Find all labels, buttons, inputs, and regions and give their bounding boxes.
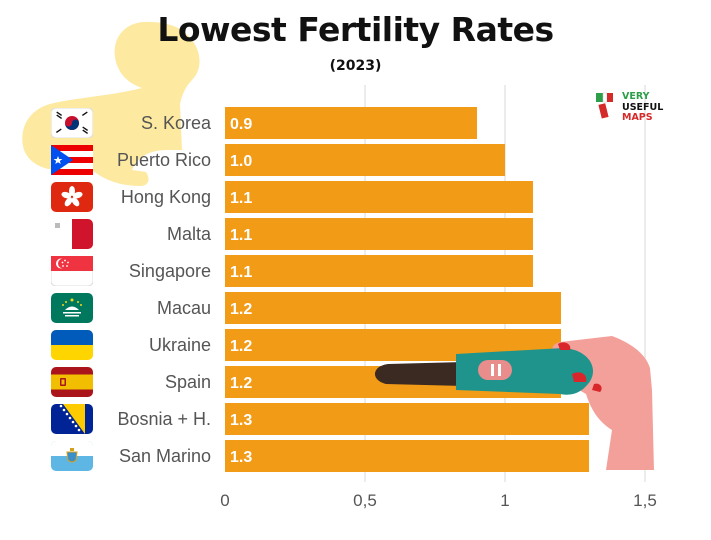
puerto-rico-flag-icon xyxy=(51,145,93,175)
brand-wordmark: VERY USEFUL MAPS xyxy=(622,91,664,124)
bar xyxy=(225,440,589,472)
bar-value-label: 1.1 xyxy=(230,264,252,281)
bar xyxy=(225,218,533,250)
bar-value-label: 1.3 xyxy=(230,412,252,429)
category-label: Malta xyxy=(167,224,212,244)
brand-logo-icon xyxy=(596,92,613,119)
bar-value-label: 1.1 xyxy=(230,190,252,207)
category-label: Hong Kong xyxy=(121,187,211,207)
bar xyxy=(225,181,533,213)
nail-icon xyxy=(558,342,571,350)
bar-value-label: 1.0 xyxy=(230,153,252,170)
nail-icon xyxy=(572,372,587,382)
bar xyxy=(225,107,477,139)
macau-flag-icon xyxy=(51,293,93,323)
x-tick-label: 1 xyxy=(500,491,509,510)
bar-value-label: 1.3 xyxy=(230,449,252,466)
bar xyxy=(225,144,505,176)
test-window-icon xyxy=(478,360,512,380)
bosnia-flag-icon xyxy=(51,404,93,434)
singapore-flag-icon xyxy=(50,255,94,287)
x-tick-label: 0,5 xyxy=(353,491,377,510)
category-label: Ukraine xyxy=(149,335,211,355)
baby-silhouette-icon xyxy=(22,21,200,187)
x-tick-label: 1,5 xyxy=(633,491,657,510)
test-handle-icon xyxy=(374,362,464,386)
bar-value-label: 0.9 xyxy=(230,116,252,133)
bar-value-label: 1.1 xyxy=(230,227,252,244)
san-marino-flag-icon xyxy=(51,441,93,471)
x-tick-label: 0 xyxy=(220,491,229,510)
bar-value-label: 1.2 xyxy=(230,338,252,355)
bar xyxy=(225,255,533,287)
spain-flag-icon xyxy=(51,367,93,397)
category-labels: S. Korea Puerto Rico Hong Kong Malta Singapo… xyxy=(117,113,212,466)
ukraine-flag-icon xyxy=(51,330,93,360)
category-label: Singapore xyxy=(129,261,211,281)
bar-value-label: 1.2 xyxy=(230,301,252,318)
test-line-icon xyxy=(491,364,494,376)
nail-icon xyxy=(592,383,602,392)
brand-line-maps: MAPS xyxy=(622,112,653,123)
page-title: Lowest Fertility Rates xyxy=(157,10,554,49)
bar xyxy=(225,292,561,324)
page-subtitle: (2023) xyxy=(329,58,382,74)
category-label: Bosnia + H. xyxy=(117,409,211,429)
brand-line-very: VERY xyxy=(622,91,650,102)
category-label: San Marino xyxy=(119,446,211,466)
category-label: Spain xyxy=(165,372,211,392)
category-label: Puerto Rico xyxy=(117,150,211,170)
bar-value-label: 1.2 xyxy=(230,375,252,392)
value-labels: 0.9 1.0 1.1 1.1 1.1 1.2 1.2 1.2 1.3 1.3 xyxy=(230,116,252,466)
brand-line-useful: USEFUL xyxy=(622,101,664,113)
south-korea-flag-icon xyxy=(50,107,94,139)
bars xyxy=(225,107,589,472)
category-label: Macau xyxy=(157,298,211,318)
x-axis-ticks: 0 0,5 1 1,5 xyxy=(220,491,657,510)
malta-flag-icon xyxy=(51,219,93,249)
pregnancy-test-illustration xyxy=(374,336,654,470)
test-body-icon xyxy=(456,348,594,395)
category-label: S. Korea xyxy=(141,113,212,133)
bar xyxy=(225,403,589,435)
test-line-icon xyxy=(498,364,501,376)
hong-kong-flag-icon xyxy=(51,182,93,212)
hand-icon xyxy=(552,336,654,470)
